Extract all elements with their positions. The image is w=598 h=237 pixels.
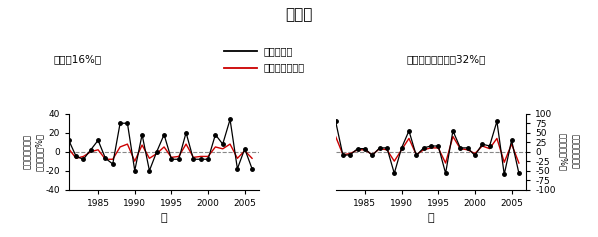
Y-axis label: 当該年と前年の
収量割合（%）: 当該年と前年の 収量割合（%）: [23, 133, 44, 171]
Text: 予測された豊凶: 予測された豊凶: [263, 63, 304, 73]
Text: 実際の豊凶: 実際の豊凶: [263, 46, 292, 56]
X-axis label: 年: 年: [428, 213, 434, 223]
Text: オーストラリア（32%）: オーストラリア（32%）: [407, 54, 486, 64]
Text: 米国（16%）: 米国（16%）: [54, 54, 102, 64]
Text: コムギ: コムギ: [285, 7, 313, 22]
X-axis label: 年: 年: [161, 213, 167, 223]
Y-axis label: 当該年と前年の
収量割合（%）: 当該年と前年の 収量割合（%）: [559, 133, 579, 171]
